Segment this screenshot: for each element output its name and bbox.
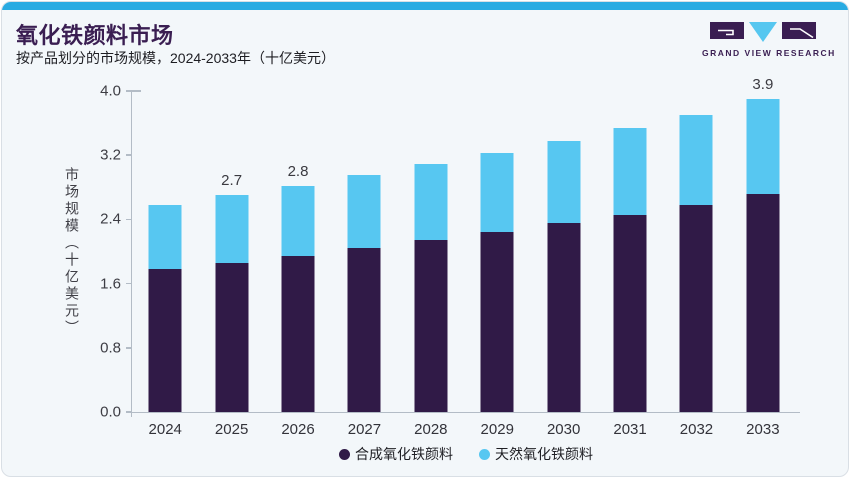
bar-segment: [281, 255, 315, 412]
bar-stack: [414, 91, 448, 412]
bar-value-label: 2.7: [221, 172, 243, 190]
bar-segment: [480, 232, 514, 412]
top-accent-bar: [2, 2, 848, 10]
y-tick-label: 2.4: [100, 210, 121, 228]
y-axis-title: 市场规模（十亿美元）: [64, 166, 80, 337]
x-tick-label: 2028: [414, 421, 448, 438]
plot-area: 2024 2.7 2025 2.8 2026 2027 2028 2029 2030 2031 20…: [100, 76, 800, 462]
bar-group-2031: 2031: [597, 91, 663, 438]
bar-stack: [613, 91, 647, 412]
x-tick-label: 2024: [148, 421, 182, 438]
x-axis-origin-tick: [130, 412, 132, 417]
legend-item: 合成氧化铁颜料: [339, 444, 453, 464]
gvr-logo: GRAND VIEW RESEARCH: [702, 22, 836, 58]
y-tick-mark: [126, 218, 132, 221]
bar-segment: [148, 269, 182, 412]
bar-stack: [480, 91, 514, 412]
bar-group-2030: 2030: [530, 91, 596, 438]
page-title: 氧化铁颜料市场: [16, 23, 174, 48]
bar-group-2025: 2.7 2025: [198, 91, 264, 438]
bar-group-2024: 2024: [132, 91, 198, 438]
bar-segment: [679, 115, 713, 205]
bar-stack: [679, 91, 713, 412]
bar-group-2033: 3.9 2033: [730, 76, 796, 438]
x-tick-label: 2026: [281, 421, 315, 438]
x-tick-label: 2027: [347, 421, 382, 438]
y-tick-mark: [126, 154, 132, 156]
bar-stack: [215, 91, 249, 412]
bar-segment: [613, 127, 647, 215]
x-tick-label: 2033: [746, 421, 780, 438]
legend-label: 天然氧化铁颜料: [495, 446, 593, 462]
bar-segment: [547, 140, 581, 224]
bar-group-2028: 2028: [398, 91, 464, 438]
x-tick-label: 2030: [546, 421, 581, 438]
bar-stack: [148, 91, 182, 412]
y-tick-mark: [126, 411, 132, 413]
x-tick-label: 2025: [214, 421, 249, 438]
bar-value-label: 2.8: [287, 162, 309, 180]
y-tick-mark: [126, 282, 132, 285]
bar-segment: [480, 152, 514, 233]
bar-segment: [679, 204, 713, 412]
bar-group-2026: 2.8 2026: [265, 91, 331, 438]
y-tick-mark: [126, 347, 132, 349]
legend-dot-icon: [339, 448, 350, 460]
bar-group-2029: 2029: [464, 91, 530, 438]
bar-segment: [215, 262, 249, 412]
y-axis-title-wrap: 市场规模（十亿美元）: [62, 91, 82, 412]
bar-group-2032: 2032: [663, 91, 729, 438]
y-tick-label: 4.0: [100, 82, 121, 100]
x-tick-label: 2029: [480, 421, 514, 438]
legend-dot-icon: [479, 448, 490, 460]
x-tick-label: 2031: [613, 421, 647, 438]
bar-segment: [347, 248, 381, 412]
bar-segment: [746, 99, 780, 194]
x-tick-label: 2032: [679, 421, 714, 438]
legend-item: 天然氧化铁颜料: [479, 444, 593, 464]
bar-segment: [414, 164, 448, 241]
y-axis-top-cap: [132, 90, 141, 92]
bar-segment: [281, 185, 315, 256]
y-tick-label: 3.2: [100, 146, 121, 164]
bar-segment: [547, 223, 581, 412]
bar-stack: [347, 91, 381, 412]
y-tick-label: 0.8: [100, 339, 121, 357]
bar-segment: [148, 204, 182, 270]
legend: 合成氧化铁颜料 天然氧化铁颜料: [132, 444, 800, 464]
bar-group-2027: 2027: [331, 91, 397, 438]
bars: 2024 2.7 2025 2.8 2026 2027 2028 2029 2030 2031 20…: [132, 76, 796, 438]
y-tick-mark: [126, 90, 132, 92]
bar-stack: [547, 91, 581, 412]
bar-segment: [613, 214, 647, 412]
bar-segment: [215, 195, 249, 263]
bar-segment: [746, 193, 780, 412]
gvr-logo-mark: [710, 22, 816, 42]
bar-value-label: 3.9: [752, 76, 774, 94]
legend-label: 合成氧化铁颜料: [355, 446, 453, 462]
page-subtitle: 按产品划分的市场规模，2024-2033年（十亿美元）: [16, 50, 335, 66]
bar-segment: [347, 175, 381, 249]
bar-stack: [746, 91, 780, 412]
y-tick-label: 0.0: [100, 403, 121, 421]
bar-segment: [414, 240, 448, 412]
bar-stack: [281, 91, 315, 412]
gvr-logo-text: GRAND VIEW RESEARCH: [702, 48, 836, 58]
y-tick-label: 1.6: [100, 275, 121, 293]
